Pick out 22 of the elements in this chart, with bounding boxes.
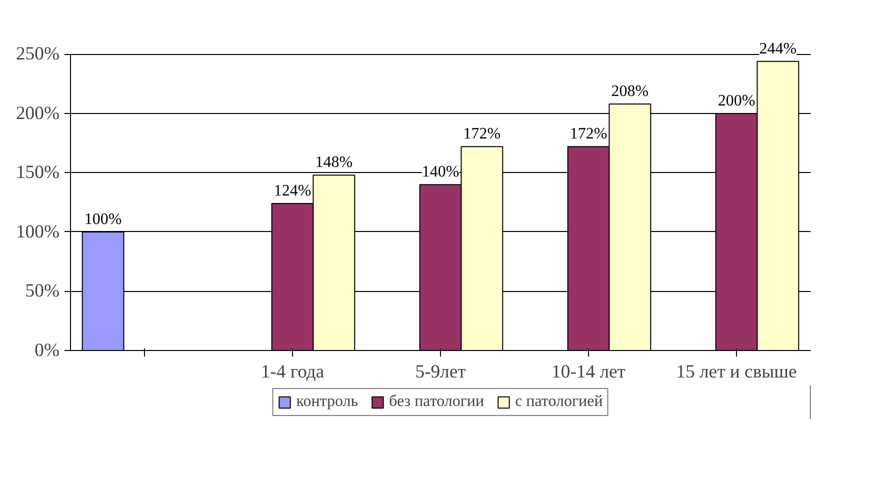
x-tick-label: 5-9лет <box>415 362 466 382</box>
y-tick-label: 250% <box>16 44 60 65</box>
legend-label: с патологией <box>515 393 603 411</box>
data-label: 172% <box>570 126 608 143</box>
x-tick-label: 15 лет и свыше <box>676 362 797 382</box>
x-tick-label: 1-4 года <box>260 362 325 382</box>
data-label: 172% <box>463 126 501 143</box>
data-label: 208% <box>611 82 649 100</box>
x-tick-label: 10-14 лет <box>552 362 626 382</box>
data-label: 140% <box>422 164 460 181</box>
y-tick-label: 200% <box>16 102 60 124</box>
y-tick-label: 150% <box>16 162 60 184</box>
data-label: 244% <box>759 40 797 58</box>
data-label: 148% <box>315 154 353 172</box>
y-tick-label: 100% <box>16 221 60 242</box>
legend-label: контроль <box>296 393 358 411</box>
data-label: 200% <box>718 92 756 110</box>
y-tick-label: 50% <box>25 280 60 302</box>
legend-label: без патологии <box>389 393 484 411</box>
y-tick-label: 0% <box>34 340 60 361</box>
data-label: 124% <box>274 182 312 200</box>
data-label: 100% <box>84 210 122 228</box>
